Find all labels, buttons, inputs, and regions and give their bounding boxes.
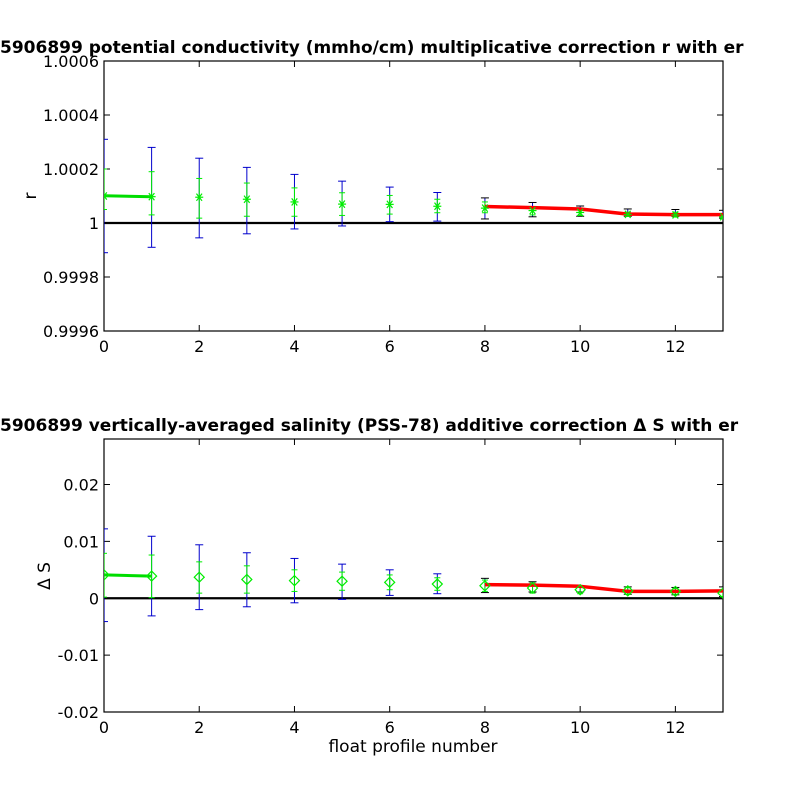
clipped-series (104, 528, 723, 623)
y-tick-label: 0.01 (63, 532, 99, 551)
data-point (290, 197, 299, 206)
data-point-stroke (719, 212, 723, 218)
data-point-stroke (481, 204, 489, 213)
chart-title: 5906899 potential conductivity (mmho/cm)… (0, 38, 744, 58)
data-point-stroke (719, 215, 723, 221)
y-tick-label: 1.0004 (43, 106, 99, 125)
data-point-stroke (195, 193, 203, 202)
data-point-stroke (104, 195, 108, 200)
data-series (104, 138, 723, 254)
y-tick-label: 0.02 (63, 476, 99, 495)
data-point-stroke (243, 195, 251, 204)
data-point (193, 571, 206, 584)
fit-line (484, 582, 723, 594)
data-point-stroke (386, 200, 393, 209)
x-tick-label: 2 (194, 718, 204, 737)
x-tick-label: 8 (480, 337, 490, 356)
x-tick-label: 2 (194, 337, 204, 356)
x-tick-label: 10 (570, 718, 590, 737)
data-point (621, 585, 634, 597)
data-point (240, 573, 253, 586)
data-point (719, 212, 723, 221)
x-tick-label: 8 (480, 718, 490, 737)
data-point-stroke (291, 197, 298, 206)
data-point (195, 193, 204, 202)
data-point (338, 200, 347, 209)
data-point-stroke (148, 192, 155, 201)
fit-start-line (104, 194, 152, 199)
x-tick-label: 6 (385, 337, 395, 356)
data-point (147, 192, 156, 201)
data-series (104, 528, 723, 623)
axis-ticks: 0 2 4 6 8 10 12 -0.02 -0.01 0 0.01 0.02 (58, 439, 723, 737)
x-tick-label: 4 (289, 337, 299, 356)
data-point (336, 575, 348, 588)
data-point (383, 576, 396, 589)
y-axis-label: Δ S (35, 562, 55, 590)
clipped-series (104, 138, 723, 254)
data-point (433, 202, 442, 211)
data-point (669, 585, 682, 598)
y-tick-label: 0 (89, 589, 99, 608)
y-axis-label: r (21, 193, 41, 200)
y-tick-label: 1.0006 (43, 52, 99, 71)
data-point (717, 587, 723, 599)
y-tick-label: 1 (89, 214, 99, 233)
y-tick-label: 0.9998 (43, 268, 99, 287)
fit-line (484, 204, 723, 217)
data-point (576, 208, 585, 217)
x-tick-label: 4 (289, 718, 299, 737)
x-tick-label: 12 (665, 337, 685, 356)
data-point (479, 579, 491, 592)
chart-title: 5906899 vertically-averaged salinity (PS… (0, 416, 739, 436)
y-tick-label: -0.01 (58, 646, 99, 665)
data-point (145, 570, 158, 582)
data-point (574, 583, 587, 596)
x-tick-label: 0 (99, 337, 109, 356)
data-point-stroke (529, 206, 536, 215)
x-tick-label: 10 (570, 337, 590, 356)
data-point-stroke (338, 200, 346, 209)
x-tick-label: 6 (385, 718, 395, 737)
data-point (242, 195, 251, 204)
data-point (480, 204, 489, 213)
data-point (104, 192, 108, 200)
salinity-correction-panel: 5906899 vertically-averaged salinity (PS… (0, 416, 739, 757)
y-tick-label: 1.0002 (43, 160, 99, 179)
data-point-stroke (576, 208, 584, 217)
data-point-stroke (624, 210, 632, 219)
data-point (104, 569, 110, 581)
data-point (385, 200, 394, 209)
x-tick-label: 0 (99, 718, 109, 737)
y-tick-label: -0.02 (58, 703, 99, 722)
data-point (528, 206, 537, 215)
fit-start-line (104, 573, 152, 578)
data-point-stroke (104, 192, 108, 197)
conductivity-correction-panel: 5906899 potential conductivity (mmho/cm)… (0, 38, 744, 356)
x-tick-label: 12 (665, 718, 685, 737)
data-point (671, 210, 680, 219)
data-point (431, 578, 444, 590)
data-point-stroke (434, 202, 441, 211)
plot-area (103, 438, 724, 713)
axis-ticks: 0 2 4 6 8 10 12 0.9996 0.9998 1 1.0002 1.0004 1.0006 (43, 52, 723, 356)
plot-area (103, 60, 724, 332)
data-point (526, 582, 539, 594)
x-axis-label: float profile number (328, 737, 497, 757)
data-point (288, 574, 301, 587)
y-tick-label: 0.9996 (43, 322, 99, 341)
data-point-stroke (672, 210, 679, 219)
data-point (623, 210, 632, 219)
